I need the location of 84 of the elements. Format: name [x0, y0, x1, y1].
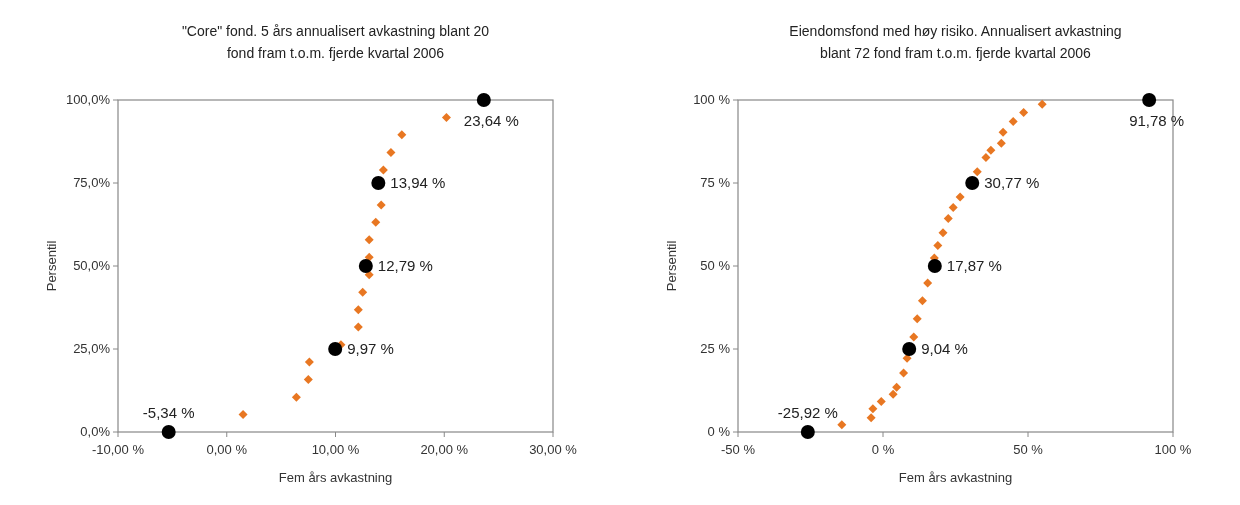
point [866, 413, 876, 423]
point [353, 322, 363, 332]
point [364, 235, 374, 245]
point [996, 138, 1006, 148]
annotation: 9,04 % [921, 340, 968, 357]
point [876, 396, 886, 406]
point [998, 127, 1008, 137]
point [476, 93, 491, 107]
annotation: 12,79 % [377, 257, 433, 274]
point [371, 176, 386, 190]
point [909, 332, 919, 342]
y-tick-label: 0,0% [80, 424, 111, 439]
point [923, 278, 933, 288]
annotation: 13,94 % [390, 174, 446, 191]
point [899, 368, 909, 378]
y-tick-label: 50 % [700, 258, 731, 273]
point [948, 203, 958, 213]
chart-title: "Core" fond. 5 års annualisert avkastning blant 20 fond fram t.o.m. fjerde kvartal 2006 [181, 23, 490, 61]
point [303, 375, 313, 385]
x-axis-title: Fem års avkastning [898, 470, 1013, 485]
point [1037, 99, 1047, 109]
point [353, 305, 363, 315]
chart-title: Eiendomsfond med høy risiko. Annualisert avkastning blant 72 fond fram t.o.m. fjerde kvartal 2006 [789, 23, 1122, 61]
y-axis-title: Persentil [44, 240, 59, 292]
point [386, 147, 396, 157]
y-tick-label: 50,0% [73, 258, 111, 273]
point [888, 389, 898, 399]
x-tick-label: 50 % [1013, 442, 1044, 457]
y-axis-title: Persentil [664, 240, 679, 292]
x-tick-label: -50 % [721, 442, 756, 457]
point [304, 357, 314, 367]
point [837, 420, 847, 430]
y-tick-label: 100,0% [65, 92, 111, 107]
point [364, 270, 374, 280]
annotation: 17,87 % [946, 257, 1002, 274]
point [927, 259, 942, 273]
point [1142, 93, 1157, 107]
point [868, 404, 878, 414]
y-tick-label: 25,0% [73, 341, 111, 356]
point [912, 314, 922, 324]
x-tick-label: 20,00 % [420, 442, 469, 457]
point [376, 200, 386, 210]
point [161, 425, 176, 439]
point [986, 145, 996, 155]
x-tick-label: 0 % [871, 442, 895, 457]
x-tick-label: 100 % [1154, 442, 1192, 457]
y-tick-label: 75 % [700, 175, 731, 190]
point [1008, 117, 1018, 127]
point [955, 192, 965, 202]
y-tick-label: 0 % [707, 424, 731, 439]
point [902, 342, 917, 356]
point [397, 130, 407, 140]
point [943, 214, 953, 224]
point [371, 217, 381, 227]
x-tick-label: -10,00 % [91, 442, 145, 457]
x-tick-label: 0,00 % [206, 442, 248, 457]
point [441, 113, 451, 123]
annotation: -5,34 % [142, 404, 195, 421]
point [933, 240, 943, 250]
x-tick-label: 10,00 % [311, 442, 360, 457]
point [800, 425, 815, 439]
point [972, 167, 982, 177]
point [291, 392, 301, 402]
point [938, 228, 948, 238]
point [892, 382, 902, 392]
annotation: 23,64 % [463, 112, 519, 129]
point [328, 342, 343, 356]
point [981, 152, 991, 162]
point [378, 165, 388, 175]
point [965, 176, 980, 190]
annotation: 91,78 % [1129, 112, 1185, 129]
annotation: -25,92 % [777, 404, 838, 421]
y-tick-label: 75,0% [73, 175, 111, 190]
point [1019, 108, 1029, 118]
x-tick-label: 30,00 % [529, 442, 578, 457]
point [358, 287, 368, 297]
y-tick-label: 25 % [700, 341, 731, 356]
x-axis-title: Fem års avkastning [278, 470, 393, 485]
annotation: 30,77 % [984, 174, 1040, 191]
annotation: 9,97 % [347, 340, 394, 357]
y-tick-label: 100 % [693, 92, 731, 107]
point [358, 259, 373, 273]
point [238, 409, 248, 419]
point [917, 296, 927, 306]
